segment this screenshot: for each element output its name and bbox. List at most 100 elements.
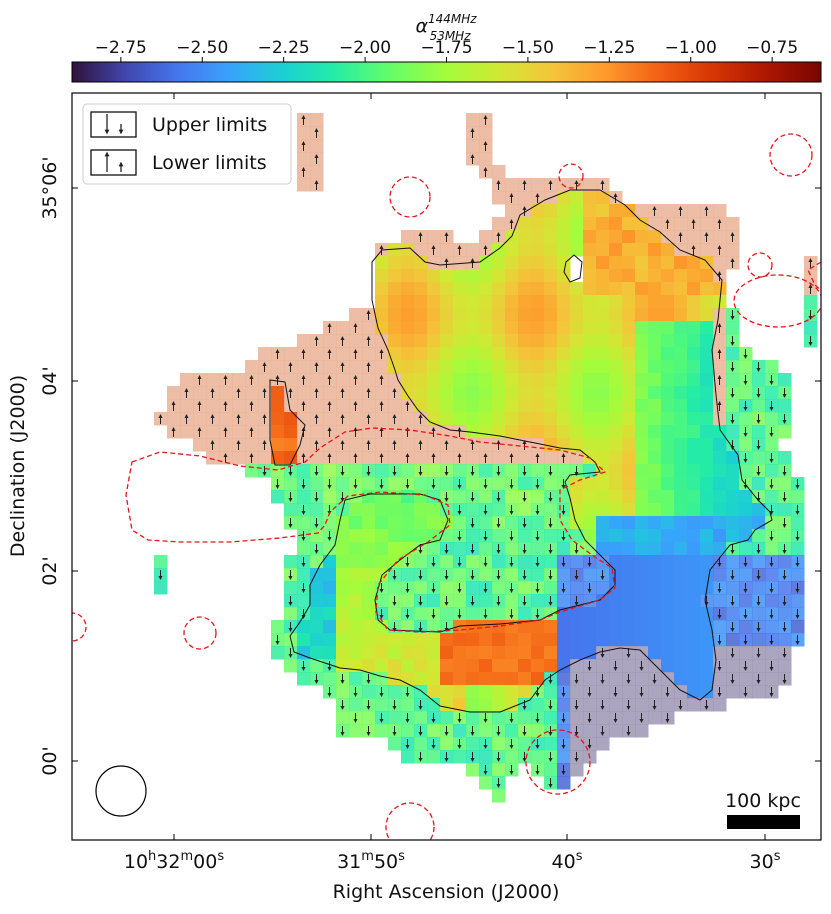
map-pixel xyxy=(609,607,623,621)
map-pixel xyxy=(362,633,376,647)
map-pixel xyxy=(531,724,545,738)
map-pixel xyxy=(661,646,675,660)
map-pixel xyxy=(401,321,415,335)
map-pixel xyxy=(479,672,493,686)
map-pixel xyxy=(661,438,675,452)
map-pixel xyxy=(453,568,467,582)
map-pixel xyxy=(375,672,389,686)
map-pixel xyxy=(622,243,636,257)
map-pixel xyxy=(544,204,558,218)
map-pixel xyxy=(713,542,727,556)
map-pixel xyxy=(544,737,558,751)
map-pixel xyxy=(349,516,363,530)
map-pixel xyxy=(531,620,545,634)
colorbar-label-super: 144MHz xyxy=(428,12,477,26)
map-pixel xyxy=(414,633,428,647)
map-pixel xyxy=(557,360,571,374)
map-pixel xyxy=(531,308,545,322)
map-pixel xyxy=(492,360,506,374)
map-pixel xyxy=(492,321,506,335)
map-pixel xyxy=(414,360,428,374)
map-pixel xyxy=(544,347,558,361)
map-pixel xyxy=(414,282,428,296)
map-pixel xyxy=(505,347,519,361)
map-pixel xyxy=(713,438,727,452)
map-pixel xyxy=(570,334,584,348)
map-pixel xyxy=(453,490,467,504)
map-pixel xyxy=(453,633,467,647)
map-pixel xyxy=(700,542,714,556)
map-pixel xyxy=(635,269,649,283)
map-pixel xyxy=(453,399,467,413)
map-pixel xyxy=(531,334,545,348)
map-pixel xyxy=(193,386,207,400)
map-pixel xyxy=(336,685,350,699)
map-pixel xyxy=(427,334,441,348)
map-pixel xyxy=(466,347,480,361)
map-pixel xyxy=(622,594,636,608)
map-pixel xyxy=(349,308,363,322)
map-pixel xyxy=(388,646,402,660)
map-pixel xyxy=(349,724,363,738)
map-pixel xyxy=(271,360,285,374)
map-pixel xyxy=(349,607,363,621)
map-pixel xyxy=(609,698,623,712)
map-pixel xyxy=(375,503,389,517)
map-pixel xyxy=(505,646,519,660)
map-pixel xyxy=(284,412,298,426)
map-pixel xyxy=(765,568,779,582)
map-pixel xyxy=(674,347,688,361)
map-pixel xyxy=(427,464,441,478)
map-pixel xyxy=(661,568,675,582)
map-pixel xyxy=(570,659,584,673)
map-pixel xyxy=(648,685,662,699)
map-pixel xyxy=(518,282,532,296)
map-pixel xyxy=(596,386,610,400)
map-pixel xyxy=(635,672,649,686)
map-pixel xyxy=(635,529,649,543)
map-pixel xyxy=(518,451,532,465)
map-pixel xyxy=(401,360,415,374)
map-pixel xyxy=(271,386,285,400)
map-pixel xyxy=(791,594,805,608)
map-pixel xyxy=(778,555,792,569)
map-pixel xyxy=(388,711,402,725)
map-pixel xyxy=(596,503,610,517)
map-pixel xyxy=(427,633,441,647)
map-pixel xyxy=(765,490,779,504)
map-pixel xyxy=(609,230,623,244)
map-pixel xyxy=(492,711,506,725)
map-pixel xyxy=(388,451,402,465)
map-pixel xyxy=(557,412,571,426)
map-pixel xyxy=(323,412,337,426)
map-pixel xyxy=(609,451,623,465)
map-pixel xyxy=(518,633,532,647)
map-pixel xyxy=(726,243,740,257)
map-pixel xyxy=(362,516,376,530)
map-pixel xyxy=(609,399,623,413)
map-pixel xyxy=(765,620,779,634)
map-pixel xyxy=(375,724,389,738)
map-pixel xyxy=(492,191,506,205)
map-pixel xyxy=(622,295,636,309)
map-pixel xyxy=(427,295,441,309)
map-pixel xyxy=(531,178,545,192)
map-pixel xyxy=(401,269,415,283)
map-pixel xyxy=(492,646,506,660)
map-pixel xyxy=(635,438,649,452)
map-pixel xyxy=(401,438,415,452)
map-pixel xyxy=(648,334,662,348)
map-pixel xyxy=(596,412,610,426)
map-pixel xyxy=(752,451,766,465)
map-pixel xyxy=(284,373,298,387)
map-pixel xyxy=(518,308,532,322)
map-pixel xyxy=(401,282,415,296)
map-pixel xyxy=(622,334,636,348)
map-pixel xyxy=(726,633,740,647)
map-pixel xyxy=(700,217,714,231)
map-pixel xyxy=(713,620,727,634)
map-pixel xyxy=(518,607,532,621)
map-pixel xyxy=(414,399,428,413)
map-pixel xyxy=(466,646,480,660)
map-pixel xyxy=(323,620,337,634)
